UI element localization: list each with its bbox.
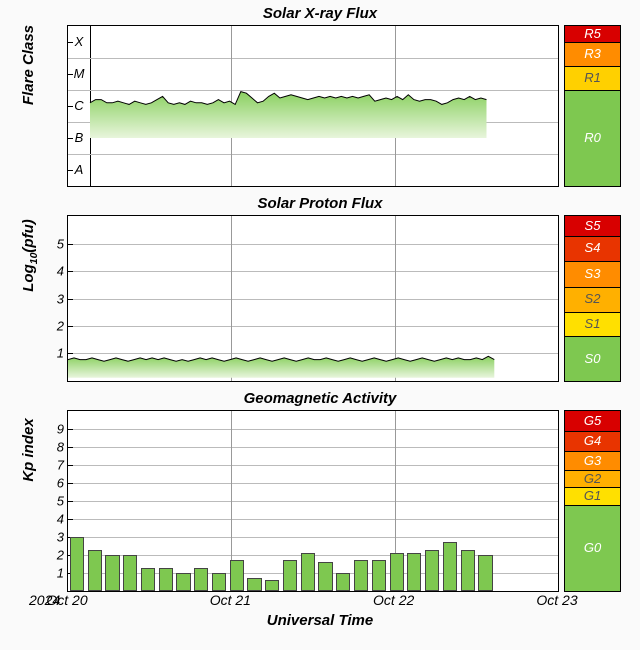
kp-bar	[354, 560, 368, 591]
kp-scale-label: G1	[565, 488, 620, 503]
xtick: Oct 21	[210, 592, 251, 608]
xray-scale: R5 R3 R1 R0	[564, 25, 621, 187]
kp-ylabel: Kp index	[20, 360, 37, 540]
proton-scale-label: S3	[565, 266, 620, 281]
proton-scale-label: S5	[565, 218, 620, 233]
kp-bar	[318, 562, 332, 591]
kp-ytick: 8	[57, 440, 68, 455]
kp-bar	[194, 568, 208, 591]
proton-ytick: 1	[57, 346, 68, 361]
xray-title: Solar X-ray Flux	[0, 5, 640, 22]
proton-ytick: 3	[57, 291, 68, 306]
kp-scale-label: G5	[565, 413, 620, 428]
xray-scale-label: R0	[565, 130, 620, 145]
proton-scale-label: S1	[565, 316, 620, 331]
proton-scale-label: S2	[565, 291, 620, 306]
kp-ytick: 4	[57, 512, 68, 527]
kp-bar	[407, 553, 421, 591]
kp-chart: 123456789	[67, 410, 559, 592]
xray-scale-label: R1	[565, 70, 620, 85]
kp-bar	[230, 560, 244, 591]
kp-bar	[123, 555, 137, 591]
kp-bar	[141, 568, 155, 591]
kp-bar	[425, 550, 439, 591]
kp-bar	[443, 542, 457, 591]
kp-bar	[159, 568, 173, 591]
kp-bar	[372, 560, 386, 591]
kp-ytick: 2	[57, 548, 68, 563]
xray-scale-label: R5	[565, 26, 620, 41]
proton-ytick: 4	[57, 263, 68, 278]
proton-scale-label: S0	[565, 351, 620, 366]
proton-scale: S5 S4 S3 S2 S1 S0	[564, 215, 621, 382]
kp-ytick: 3	[57, 530, 68, 545]
kp-ytick: 5	[57, 494, 68, 509]
kp-bar	[283, 560, 297, 591]
proton-scale-label: S4	[565, 240, 620, 255]
proton-flux-svg	[68, 216, 558, 381]
kp-ytick: 7	[57, 458, 68, 473]
proton-chart: 12345	[67, 215, 559, 382]
proton-title: Solar Proton Flux	[0, 195, 640, 212]
kp-bar	[390, 553, 404, 591]
kp-bar	[478, 555, 492, 591]
kp-scale-label: G4	[565, 433, 620, 448]
kp-bar	[105, 555, 119, 591]
kp-ytick: 1	[57, 566, 68, 581]
kp-bar	[212, 573, 226, 591]
xtick: Oct 23	[536, 592, 577, 608]
kp-bar	[336, 573, 350, 591]
proton-ytick: 2	[57, 319, 68, 334]
xaxis-label: Universal Time	[0, 612, 640, 629]
kp-bar	[70, 537, 84, 591]
xtick: Oct 20	[46, 592, 87, 608]
kp-bar	[88, 550, 102, 591]
kp-scale-label: G2	[565, 471, 620, 486]
xray-scale-label: R3	[565, 46, 620, 61]
proton-ylabel: Log10(pfu)	[20, 173, 40, 338]
kp-title: Geomagnetic Activity	[0, 390, 640, 407]
kp-scale-label: G0	[565, 540, 620, 555]
kp-bar	[265, 580, 279, 591]
xray-ylabel: Flare Class	[20, 0, 37, 145]
kp-bar	[301, 553, 315, 591]
kp-bar	[176, 573, 190, 591]
kp-bar	[461, 550, 475, 591]
xray-chart: ABCMX	[67, 25, 559, 187]
proton-ytick: 5	[57, 236, 68, 251]
kp-scale-label: G3	[565, 453, 620, 468]
kp-scale: G5 G4 G3 G2 G1 G0	[564, 410, 621, 592]
xray-flux-svg	[68, 26, 558, 186]
kp-ytick: 6	[57, 476, 68, 491]
kp-ytick: 9	[57, 422, 68, 437]
xtick: Oct 22	[373, 592, 414, 608]
kp-bar	[247, 578, 261, 591]
